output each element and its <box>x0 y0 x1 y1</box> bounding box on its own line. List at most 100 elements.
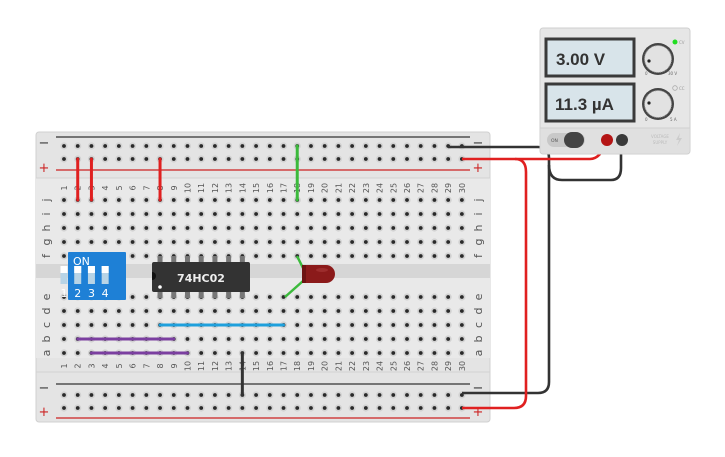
hole-i15[interactable] <box>252 210 260 218</box>
hole-e22[interactable] <box>348 293 356 301</box>
hole-top-25[interactable] <box>389 142 397 150</box>
hole-bot-4[interactable] <box>101 391 109 399</box>
hole-top-2[interactable] <box>74 142 82 150</box>
hole-top-22[interactable] <box>348 142 356 150</box>
hole-i11[interactable] <box>197 210 205 218</box>
hole-h16[interactable] <box>266 224 274 232</box>
hole-c6[interactable] <box>129 321 137 329</box>
hole-i3[interactable] <box>87 210 96 218</box>
dip-switch-1[interactable]: 1 <box>60 266 68 300</box>
hole-b26[interactable] <box>403 335 411 343</box>
hole-f27[interactable] <box>417 252 425 260</box>
hole-h7[interactable] <box>142 224 150 232</box>
hole-f23[interactable] <box>362 252 370 260</box>
hole-i5[interactable] <box>115 210 123 218</box>
hole-h17[interactable] <box>279 224 288 232</box>
hole-top+10[interactable] <box>183 155 192 163</box>
hole-bot-7[interactable] <box>142 391 150 399</box>
hole-a27[interactable] <box>417 349 425 357</box>
hole-a26[interactable] <box>403 349 411 357</box>
hole-c28[interactable] <box>430 321 439 329</box>
hole-top-5[interactable] <box>115 142 123 150</box>
hole-a17[interactable] <box>279 349 288 357</box>
hole-d23[interactable] <box>362 307 370 315</box>
hole-top+24[interactable] <box>375 155 384 163</box>
hole-a1[interactable] <box>60 349 68 357</box>
hole-top-19[interactable] <box>307 142 315 150</box>
hole-bot-26[interactable] <box>403 391 411 399</box>
negative-terminal[interactable] <box>616 134 628 146</box>
hole-e18[interactable] <box>293 293 301 301</box>
hole-top+4[interactable] <box>101 155 109 163</box>
hole-bot-28[interactable] <box>430 391 439 399</box>
hole-h11[interactable] <box>197 224 205 232</box>
hole-bot+17[interactable] <box>279 404 288 412</box>
hole-e25[interactable] <box>389 293 397 301</box>
hole-f28[interactable] <box>430 252 439 260</box>
hole-i27[interactable] <box>417 210 425 218</box>
hole-d10[interactable] <box>183 307 192 315</box>
hole-top-27[interactable] <box>417 142 425 150</box>
hole-c29[interactable] <box>444 321 452 329</box>
hole-h3[interactable] <box>87 224 96 232</box>
hole-h1[interactable] <box>60 224 68 232</box>
hole-h5[interactable] <box>115 224 123 232</box>
red-wire[interactable] <box>462 157 528 410</box>
hole-a13[interactable] <box>225 349 233 357</box>
hole-f21[interactable] <box>334 252 342 260</box>
hole-f24[interactable] <box>375 252 384 260</box>
black-wire[interactable] <box>547 140 623 182</box>
hole-f26[interactable] <box>403 252 411 260</box>
hole-bot-3[interactable] <box>87 391 96 399</box>
hole-bot+24[interactable] <box>375 404 384 412</box>
hole-bot-13[interactable] <box>225 391 233 399</box>
hole-top+19[interactable] <box>307 155 315 163</box>
hole-h12[interactable] <box>211 224 219 232</box>
hole-h27[interactable] <box>417 224 425 232</box>
hole-f15[interactable] <box>252 252 260 260</box>
hole-d30[interactable] <box>458 307 466 315</box>
hole-j12[interactable] <box>211 196 219 204</box>
hole-j16[interactable] <box>266 196 274 204</box>
dip-switch-4[interactable]: 4 <box>101 266 109 300</box>
hole-j13[interactable] <box>225 196 233 204</box>
hole-g9[interactable] <box>170 238 178 246</box>
hole-g6[interactable] <box>129 238 137 246</box>
hole-g14[interactable] <box>238 238 246 246</box>
hole-top-9[interactable] <box>170 142 178 150</box>
hole-g19[interactable] <box>307 238 315 246</box>
hole-bot-19[interactable] <box>307 391 315 399</box>
hole-bot+5[interactable] <box>115 404 123 412</box>
hole-top+26[interactable] <box>403 155 411 163</box>
hole-i16[interactable] <box>266 210 274 218</box>
hole-i7[interactable] <box>142 210 150 218</box>
hole-bot-24[interactable] <box>375 391 384 399</box>
hole-c23[interactable] <box>362 321 370 329</box>
hole-j4[interactable] <box>101 196 109 204</box>
positive-terminal[interactable] <box>601 134 613 146</box>
hole-g27[interactable] <box>417 238 425 246</box>
jumper-wires[interactable] <box>76 144 299 397</box>
hole-h28[interactable] <box>430 224 439 232</box>
hole-top+15[interactable] <box>252 155 260 163</box>
hole-i30[interactable] <box>458 210 466 218</box>
hole-bot+16[interactable] <box>266 404 274 412</box>
hole-a16[interactable] <box>266 349 274 357</box>
hole-g26[interactable] <box>403 238 411 246</box>
hole-h13[interactable] <box>225 224 233 232</box>
hole-g17[interactable] <box>279 238 288 246</box>
hole-i29[interactable] <box>444 210 452 218</box>
hole-h23[interactable] <box>362 224 370 232</box>
hole-c7[interactable] <box>142 321 150 329</box>
hole-e19[interactable] <box>307 293 315 301</box>
hole-j19[interactable] <box>307 196 315 204</box>
hole-f6[interactable] <box>129 252 137 260</box>
hole-bot-15[interactable] <box>252 391 260 399</box>
hole-b10[interactable] <box>183 335 192 343</box>
hole-f25[interactable] <box>389 252 397 260</box>
hole-j6[interactable] <box>129 196 137 204</box>
hole-j22[interactable] <box>348 196 356 204</box>
hole-h30[interactable] <box>458 224 466 232</box>
hole-top-24[interactable] <box>375 142 384 150</box>
led[interactable] <box>284 255 335 298</box>
